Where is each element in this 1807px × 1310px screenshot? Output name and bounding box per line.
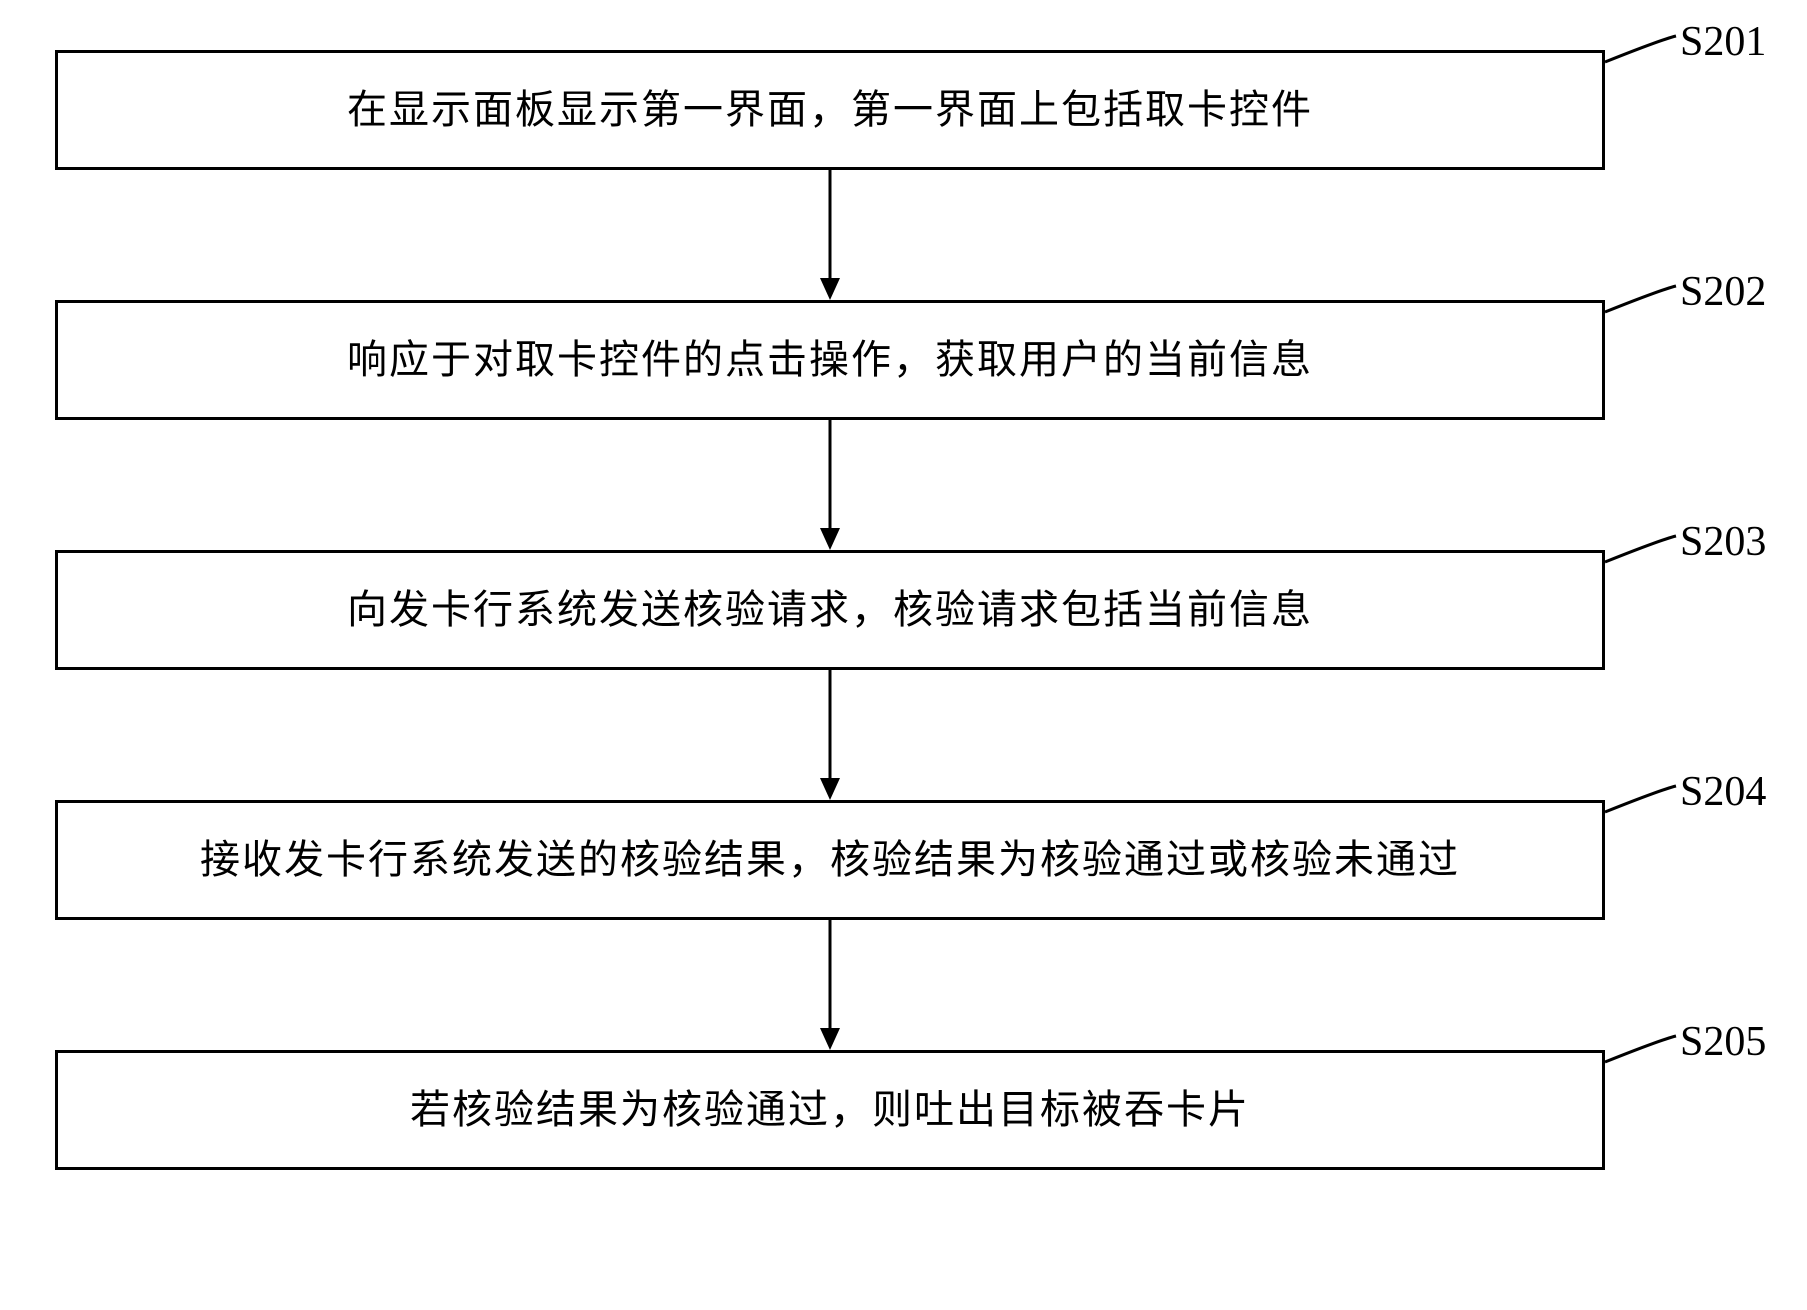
flowchart-canvas: 在显示面板显示第一界面，第一界面上包括取卡控件 S201 响应于对取卡控件的点击… bbox=[0, 0, 1807, 1310]
callout-s205 bbox=[0, 0, 1807, 1310]
step-label-s205: S205 bbox=[1680, 1018, 1766, 1066]
